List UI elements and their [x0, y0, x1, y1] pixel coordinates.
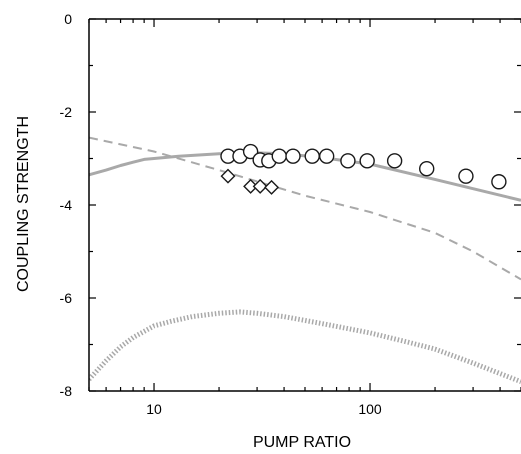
circle-marker: [242, 143, 259, 160]
circle-marker: [271, 148, 287, 164]
y-tick-label: 0: [64, 11, 72, 27]
x-tick-label: 100: [358, 401, 382, 417]
x-tick-label: 10: [146, 401, 162, 417]
y-tick-label: -4: [60, 197, 73, 213]
solid-curve: [89, 151, 521, 202]
circle-marker: [419, 161, 435, 177]
plot-area: [89, 136, 521, 385]
axes: 0 -2 -4 -6 -8 10 100: [60, 11, 521, 417]
diamond-marker: [252, 178, 268, 194]
circle-marker: [340, 153, 356, 169]
dotted-curve: [89, 309, 521, 385]
diamond-marker: [220, 168, 236, 184]
y-tick-label: -8: [60, 383, 73, 399]
circle-marker: [386, 153, 403, 169]
circle-marker: [304, 148, 320, 164]
series-group: [89, 136, 521, 385]
x-axis-title: PUMP RATIO: [253, 434, 351, 451]
y-tick-label: -6: [60, 290, 73, 306]
circle-marker: [285, 148, 301, 164]
circle-marker: [458, 168, 474, 184]
circle-marker: [359, 153, 375, 169]
circle-marker: [318, 148, 335, 164]
y-axis-title: COUPLING STRENGTH: [15, 116, 32, 292]
dashed-curve: [89, 136, 521, 281]
diamond-marker: [264, 179, 280, 195]
circle-marker: [491, 174, 507, 190]
y-tick-label: -2: [60, 104, 73, 120]
